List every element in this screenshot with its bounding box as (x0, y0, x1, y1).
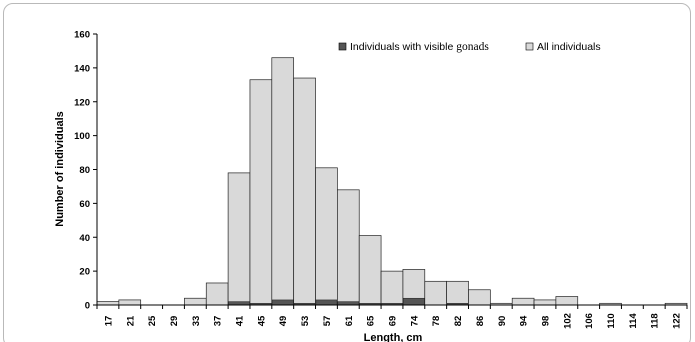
x-tick-label-86: 86 (475, 316, 486, 327)
bar-all-69 (380, 270, 404, 306)
bar-all-102 (555, 296, 579, 306)
x-tick-label-98: 98 (540, 316, 551, 327)
x-tick-label-90: 90 (497, 316, 508, 327)
legend-label-all: All individuals (537, 41, 601, 53)
bar-gonads-57 (315, 299, 338, 306)
x-tick-labels: 17 21 25 29 33 37 41 45 49 53 57 61 65 69 74 78 82 86 90 94… (103, 313, 682, 329)
x-tick-label-17: 17 (103, 316, 114, 327)
x-tick-label-37: 37 (213, 316, 224, 327)
bar-all-41 (227, 172, 251, 306)
bar-all-65 (358, 235, 382, 306)
y-tick-labels: 0 20 40 60 80 100 120 140 160 (74, 30, 90, 312)
x-tick-label-61: 61 (344, 315, 355, 326)
x-tick-label-65: 65 (366, 315, 377, 326)
y-tick-label-140: 140 (74, 63, 90, 74)
x-tick-label-122: 122 (672, 313, 683, 329)
x-axis-title: Length, cm (364, 332, 423, 342)
x-tick-label-29: 29 (169, 316, 180, 327)
y-tick-label-20: 20 (79, 267, 90, 278)
x-tick-label-82: 82 (453, 316, 464, 327)
y-axis-title: Number of individuals (54, 111, 66, 227)
bar-gonads-41 (228, 301, 250, 306)
y-tick-label-120: 120 (74, 97, 90, 108)
bar-all-94 (511, 297, 535, 306)
x-tick-label-53: 53 (300, 316, 311, 327)
bar-all-21 (118, 299, 142, 306)
y-tick-label-80: 80 (79, 165, 90, 176)
legend-swatch-gonads (338, 42, 347, 51)
bar-all-57 (315, 167, 338, 306)
x-tick-label-25: 25 (147, 315, 158, 326)
x-tick-label-33: 33 (191, 316, 202, 327)
x-tick-label-110: 110 (606, 313, 617, 328)
x-tick-label-41: 41 (235, 315, 246, 326)
bar-all-17 (96, 301, 120, 306)
x-tick-label-102: 102 (562, 313, 573, 329)
bar-all-78 (424, 280, 447, 306)
bar-all-33 (184, 297, 207, 306)
x-tick-label-45: 45 (256, 315, 267, 326)
bar-all-49 (271, 57, 295, 306)
x-tick-label-74: 74 (409, 315, 420, 326)
bar-gonads-49 (271, 299, 294, 306)
x-tick-label-69: 69 (388, 316, 399, 327)
y-tick-label-100: 100 (74, 131, 90, 142)
axes (93, 33, 688, 309)
bar-all-37 (205, 282, 229, 306)
legend-label-gonads: Individuals with visible gonads (350, 41, 489, 53)
bar-gonads-61 (337, 301, 360, 306)
bar-all-61 (337, 189, 360, 306)
bar-all-98 (533, 299, 557, 306)
x-tick-label-94: 94 (519, 315, 530, 326)
x-tick-label-114: 114 (628, 313, 639, 329)
bar-all-82 (446, 280, 469, 306)
x-tick-label-21: 21 (125, 315, 136, 326)
legend-swatch-all (525, 42, 534, 51)
bar-all-45 (249, 79, 273, 306)
x-tick-label-118: 118 (650, 313, 661, 328)
bar-all-53 (293, 77, 316, 306)
x-tick-label-78: 78 (431, 316, 442, 327)
legend: Individuals with visible gonads All indi… (338, 41, 601, 53)
x-tick-label-106: 106 (584, 313, 595, 329)
x-tick-label-49: 49 (278, 316, 289, 327)
y-tick-label-60: 60 (79, 199, 90, 210)
y-tick-label-160: 160 (74, 30, 90, 41)
y-tick-label-0: 0 (85, 301, 90, 312)
bars-all-individuals (96, 57, 688, 306)
bar-gonads-74 (403, 297, 425, 306)
x-tick-label-57: 57 (322, 316, 333, 327)
y-tick-label-40: 40 (79, 233, 90, 244)
bar-all-86 (468, 289, 491, 306)
